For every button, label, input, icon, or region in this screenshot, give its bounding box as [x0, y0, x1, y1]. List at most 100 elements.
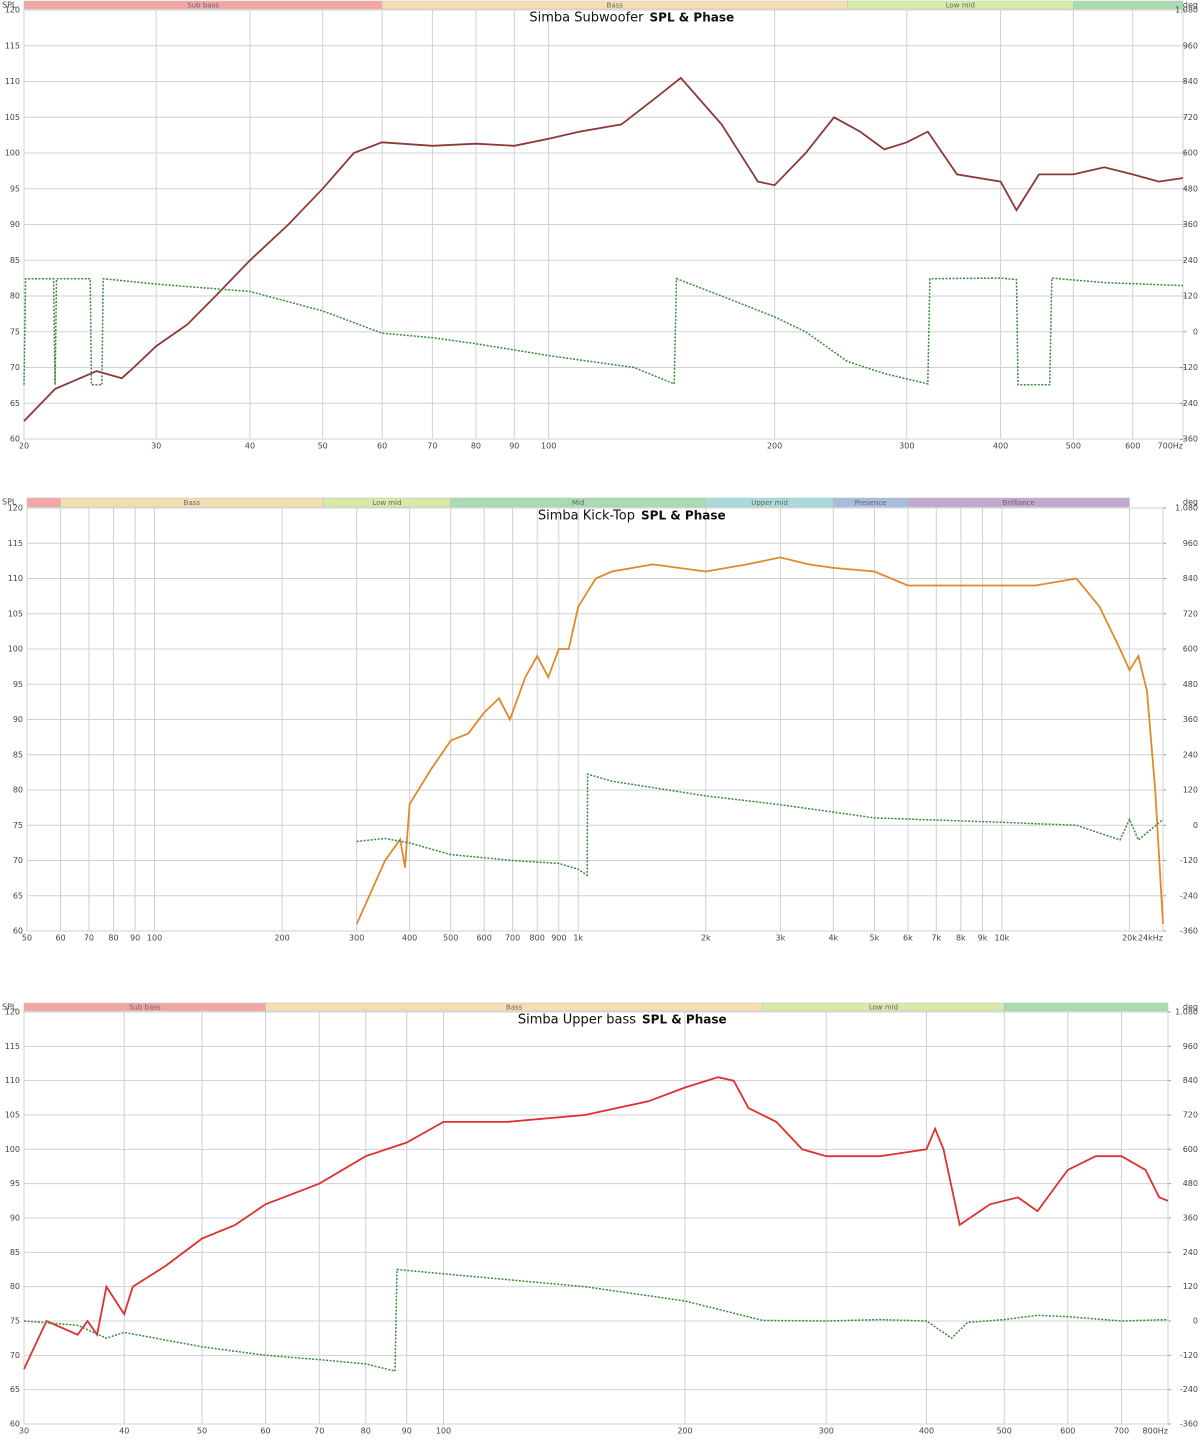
y-tick-label: 115: [8, 539, 23, 548]
x-tick-label: 30: [19, 1427, 29, 1436]
chart-subtitle: SPL & Phase: [641, 509, 726, 523]
y2-tick-label: 960: [1183, 1042, 1198, 1051]
band: [1073, 0, 1184, 10]
y2-tick-label: 600: [1183, 1145, 1198, 1154]
y-tick-label: 105: [5, 1111, 20, 1120]
y2-tick-label: 720: [1183, 609, 1198, 618]
x-tick-label: 800: [530, 934, 545, 943]
x-tick-label: 5k: [870, 934, 880, 943]
y-tick-label: 65: [10, 1385, 20, 1394]
y2-tick-label: -120: [1180, 1351, 1198, 1360]
x-tick-label: 3k: [776, 934, 786, 943]
y-tick-label: 90: [10, 220, 20, 229]
y-tick-label: 115: [5, 1042, 20, 1051]
y2-tick-label: -240: [1180, 1385, 1198, 1394]
x-tick-label: 700: [1114, 1427, 1129, 1436]
y2-tick-label: 120: [1183, 1282, 1198, 1291]
y2-tick-label: 1.080: [1175, 1008, 1198, 1017]
y-tick-label: 65: [10, 399, 20, 408]
y2-tick-label: 840: [1183, 574, 1198, 583]
x-tick-label: 2k: [701, 934, 711, 943]
y2-axis-label: deg: [1183, 1003, 1198, 1012]
chart-subtitle: SPL & Phase: [650, 11, 735, 25]
y2-tick-label: 0: [1193, 1317, 1198, 1326]
band-label: Brilliance: [1003, 499, 1035, 507]
y2-tick-label: 240: [1183, 256, 1198, 265]
x-tick-label: 24kHz: [1138, 934, 1163, 943]
band-label: Bass: [607, 2, 624, 10]
y-tick-label: 60: [10, 435, 20, 444]
y2-tick-label: 240: [1183, 1248, 1198, 1257]
y2-tick-label: 960: [1183, 539, 1198, 548]
y-tick-label: 90: [13, 715, 23, 724]
x-tick-label: 700: [505, 934, 520, 943]
x-tick-label: 80: [361, 1427, 371, 1436]
y2-tick-label: 0: [1193, 821, 1198, 830]
y-tick-label: 110: [8, 574, 23, 583]
spl-line: [23, 1076, 1169, 1370]
chart-subtitle: SPL & Phase: [642, 1013, 727, 1027]
x-tick-label: 60: [55, 934, 65, 943]
y2-tick-label: 840: [1183, 1076, 1198, 1085]
y-tick-label: 60: [13, 927, 23, 936]
y-tick-label: 70: [10, 1351, 20, 1360]
y-tick-label: 100: [5, 149, 20, 158]
x-tick-label: 600: [1060, 1427, 1075, 1436]
x-tick-label: 900: [551, 934, 566, 943]
x-tick-label: 80: [471, 442, 481, 451]
band-label: Low mid: [372, 499, 401, 507]
y-tick-label: 105: [8, 609, 23, 618]
y-tick-label: 65: [13, 891, 23, 900]
y2-tick-label: 600: [1183, 149, 1198, 158]
y-axis-label: SPL: [2, 1, 17, 10]
x-tick-label: 20k: [1122, 934, 1137, 943]
y-tick-label: 110: [5, 1076, 20, 1085]
x-tick-label: 100: [541, 442, 556, 451]
y2-tick-label: 720: [1183, 1111, 1198, 1120]
y-axis-label: SPL: [2, 498, 17, 507]
band-label: Low mid: [946, 2, 975, 10]
y-tick-label: 70: [10, 363, 20, 372]
x-tick-label: 400: [919, 1427, 934, 1436]
x-tick-label: 20: [19, 442, 29, 451]
x-tick-label: 200: [677, 1427, 692, 1436]
y-tick-label: 100: [8, 645, 23, 654]
x-tick-label: 6k: [903, 934, 913, 943]
x-tick-label: 700Hz: [1158, 442, 1183, 451]
y-tick-label: 60: [10, 1420, 20, 1429]
x-tick-label: 300: [819, 1427, 834, 1436]
band: [26, 497, 61, 508]
band: [1003, 1002, 1169, 1012]
y-tick-label: 95: [13, 680, 23, 689]
x-tick-label: 50: [197, 1427, 207, 1436]
x-tick-label: 800Hz: [1143, 1427, 1168, 1436]
x-tick-label: 90: [509, 442, 519, 451]
y2-tick-label: 360: [1183, 220, 1198, 229]
y2-tick-label: -360: [1180, 435, 1198, 444]
y2-tick-label: -360: [1180, 1420, 1198, 1429]
y-tick-label: 85: [13, 750, 23, 759]
y-tick-label: 120: [5, 6, 20, 15]
y2-tick-label: 1.080: [1175, 504, 1198, 513]
x-tick-label: 1k: [573, 934, 583, 943]
x-tick-label: 500: [443, 934, 458, 943]
x-tick-label: 90: [130, 934, 140, 943]
y2-tick-label: -120: [1180, 856, 1198, 865]
chart-title: Simba Kick-Top: [538, 509, 635, 524]
x-tick-label: 500: [1066, 442, 1081, 451]
x-tick-label: 7k: [931, 934, 941, 943]
y-tick-label: 95: [10, 184, 20, 193]
y-tick-label: 120: [5, 1008, 20, 1017]
y-tick-label: 110: [5, 77, 20, 86]
band-label: Upper mid: [751, 499, 788, 507]
y2-tick-label: 0: [1193, 327, 1198, 336]
y2-tick-label: 480: [1183, 680, 1198, 689]
x-tick-label: 100: [436, 1427, 451, 1436]
x-tick-label: 40: [245, 442, 255, 451]
y-tick-label: 85: [10, 256, 20, 265]
y2-tick-label: 960: [1183, 41, 1198, 50]
x-tick-label: 600: [1125, 442, 1140, 451]
y-tick-label: 120: [8, 504, 23, 513]
y-tick-label: 90: [10, 1214, 20, 1223]
x-tick-label: 300: [349, 934, 364, 943]
